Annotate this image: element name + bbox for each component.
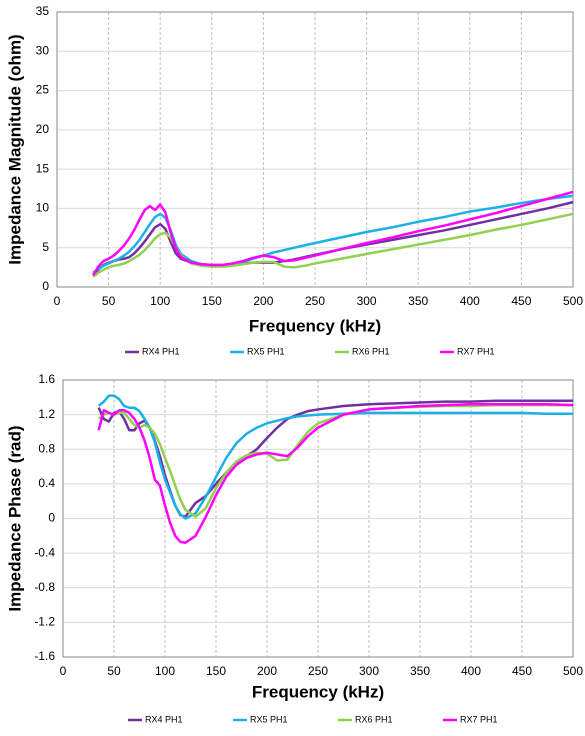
y-tick-label: 25 [36, 83, 50, 97]
y-axis-title: Impedance Phase (rad) [5, 425, 24, 611]
x-tick-label: 300 [357, 294, 377, 308]
x-tick-label: 500 [563, 294, 583, 308]
x-tick-label: 450 [512, 664, 532, 678]
x-tick-label: 0 [54, 294, 61, 308]
x-tick-label: 400 [461, 664, 481, 678]
x-tick-label: 450 [511, 294, 531, 308]
legend-label: RX5 PH1 [250, 714, 288, 724]
plot-frame [56, 11, 574, 288]
legend-label: RX6 PH1 [352, 346, 390, 356]
legend-label: RX7 PH1 [457, 346, 495, 356]
legend-label: RX4 PH1 [142, 346, 180, 356]
y-tick-label: -1.6 [34, 649, 55, 663]
x-tick-label: 250 [305, 294, 325, 308]
series-line [92, 212, 574, 278]
legend-label: RX6 PH1 [355, 714, 393, 724]
y-tick-label: 15 [36, 161, 50, 175]
y-tick-label: 10 [36, 201, 50, 215]
y-axis-title: Impedance Magnitude (ohm) [5, 34, 24, 264]
x-tick-label: 100 [150, 294, 170, 308]
x-tick-label: 100 [155, 664, 175, 678]
y-tick-label: -1.2 [34, 615, 55, 629]
x-tick-label: 150 [206, 664, 226, 678]
plot-frame [62, 379, 574, 658]
x-axis-title: Frequency (kHz) [252, 682, 384, 701]
y-tick-label: 35 [36, 4, 50, 18]
y-tick-label: 1.6 [38, 372, 55, 386]
y-tick-label: 0.4 [38, 476, 55, 490]
x-tick-label: 350 [410, 664, 430, 678]
series-line [97, 399, 573, 519]
y-tick-label: 0.8 [38, 441, 55, 455]
x-tick-label: 50 [107, 664, 121, 678]
y-tick-label: 5 [42, 240, 49, 254]
x-tick-label: 200 [257, 664, 277, 678]
y-tick-label: 0 [42, 279, 49, 293]
series-line [97, 402, 574, 544]
y-tick-label: 20 [36, 122, 50, 136]
series-line [92, 190, 574, 276]
x-tick-label: 500 [563, 664, 583, 678]
x-tick-label: 350 [408, 294, 428, 308]
y-tick-label: -0.4 [34, 545, 55, 559]
y-tick-label: -0.8 [34, 580, 55, 594]
y-tick-label: 0 [48, 511, 55, 525]
y-tick-label: 30 [36, 43, 50, 57]
x-tick-label: 250 [308, 664, 328, 678]
legend-label: RX4 PH1 [145, 714, 183, 724]
x-tick-label: 50 [102, 294, 116, 308]
series-line [97, 403, 573, 519]
x-tick-label: 300 [359, 664, 379, 678]
x-tick-label: 150 [202, 294, 222, 308]
x-tick-label: 0 [60, 664, 67, 678]
x-tick-label: 400 [460, 294, 480, 308]
y-tick-label: 1.2 [38, 407, 55, 421]
legend-label: RX7 PH1 [460, 714, 498, 724]
x-axis-title: Frequency (kHz) [249, 316, 381, 335]
legend-label: RX5 PH1 [247, 346, 285, 356]
series-line [97, 394, 573, 520]
x-tick-label: 200 [253, 294, 273, 308]
